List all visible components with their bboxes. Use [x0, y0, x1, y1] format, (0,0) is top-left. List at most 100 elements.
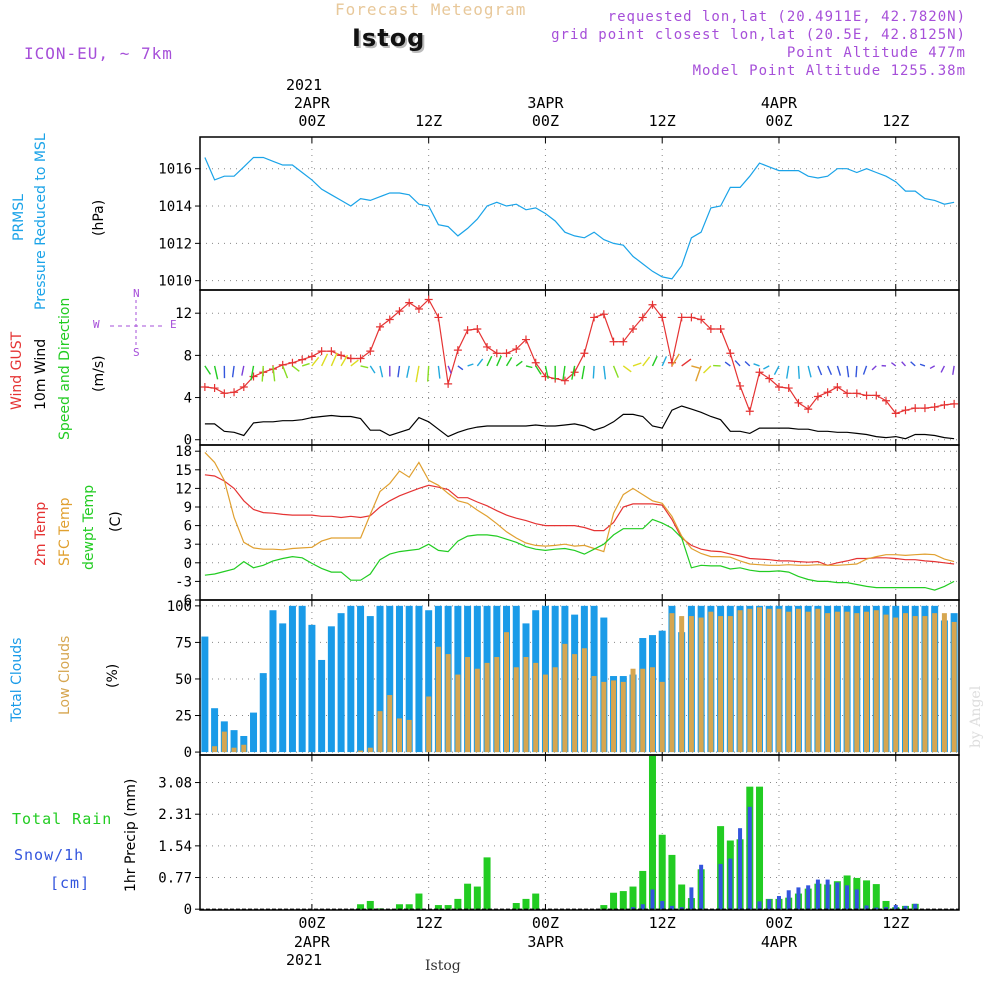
rain-bar: [464, 883, 472, 910]
y-tick-label: 0: [184, 556, 192, 572]
bottom-date-label: 2APR: [293, 933, 330, 951]
snow-bar: [806, 885, 811, 910]
wind-arrow: [369, 365, 376, 374]
requested-coords: requested lon,lat (20.4911E, 42.7820N): [607, 9, 966, 25]
wind-arrow: [826, 365, 833, 376]
total-clouds-bar: [376, 605, 384, 753]
wind-arrow: [562, 365, 566, 380]
bottom-hour-label: 00Z: [298, 914, 326, 932]
snow-bar: [660, 900, 665, 910]
pressure-unit: (hPa): [91, 199, 107, 236]
low-clouds-bar: [776, 608, 782, 753]
rain-bar: [532, 893, 540, 910]
gust-point-marker: [901, 406, 910, 415]
wind-arrow: [817, 365, 823, 376]
gust-point-marker: [230, 388, 239, 397]
wind-gust-label: Wind GUST: [9, 331, 25, 410]
snow-bar: [884, 907, 889, 910]
wind-arrow: [340, 354, 349, 367]
low-clouds-bar: [552, 667, 558, 753]
gust-point-marker: [765, 374, 774, 383]
rain-bar: [678, 884, 686, 910]
gust-point-marker: [405, 298, 414, 307]
y-tick-label: 0.77: [158, 871, 192, 887]
gust-point-marker: [745, 407, 754, 416]
wind-arrow: [397, 365, 401, 378]
wind-arrow: [836, 365, 842, 376]
gust-point-marker: [512, 345, 521, 354]
snow-bar: [747, 806, 752, 910]
gust-point-marker: [337, 351, 346, 360]
wind-arrow: [447, 365, 452, 374]
wind-unit: (m/s): [91, 355, 107, 392]
gust-point-marker: [249, 372, 258, 381]
wind-arrow: [261, 365, 264, 382]
low-clouds-bar: [747, 608, 753, 753]
wind-arrow: [525, 365, 533, 369]
y-tick-label: 6: [184, 519, 192, 535]
gust-point-marker: [823, 388, 832, 397]
gust-point-marker: [911, 404, 920, 413]
low-clouds-bar: [649, 667, 655, 753]
low-clouds-bar: [523, 657, 529, 753]
compass-e: E: [170, 318, 177, 331]
y-tick-label: 12: [175, 481, 192, 497]
wind-arrow: [360, 365, 369, 369]
low-clouds-bar: [572, 654, 578, 753]
total-clouds-bar: [259, 673, 267, 753]
panel-frame: [199, 754, 960, 911]
wind-arrow: [603, 365, 607, 380]
low-clouds-bar: [727, 616, 733, 753]
rain-bar: [454, 898, 462, 910]
precip-snow-unit: [cm]: [50, 874, 91, 892]
wind-arrow: [871, 365, 877, 371]
gust-point-marker: [570, 368, 579, 377]
compass-s: S: [133, 346, 140, 359]
gust-point-marker: [940, 400, 949, 409]
snow-bar: [738, 828, 743, 910]
wind-arrow: [321, 353, 329, 367]
wind-arrow: [535, 365, 542, 375]
top-date-label: 3APR: [527, 94, 564, 112]
rain-bar: [600, 905, 608, 910]
snow-bar: [718, 863, 723, 910]
wind-arrow: [929, 365, 936, 370]
gust-point-marker: [590, 313, 599, 322]
gust-point-marker: [609, 337, 618, 346]
rain-bar: [357, 904, 365, 910]
low-clouds-bar: [688, 616, 694, 753]
wind-speed-dir-label: Speed and Direction: [57, 297, 73, 440]
low-clouds-bar: [864, 611, 870, 753]
low-clouds-bar: [902, 613, 908, 753]
low-clouds-bar: [504, 632, 510, 753]
snow-bar: [776, 896, 781, 910]
clouds-low-label: Low Clouds: [57, 635, 73, 715]
total-clouds-bar: [298, 605, 306, 753]
wind-arrow: [330, 352, 338, 367]
panel-frame: [199, 289, 960, 446]
gust-point-marker: [366, 347, 375, 356]
low-clouds-bar: [844, 611, 850, 753]
low-clouds-bar: [893, 617, 899, 753]
low-clouds-bar: [659, 681, 665, 753]
gust-point-marker: [346, 354, 355, 363]
wind-arrow: [204, 365, 212, 375]
top-hour-label: 00Z: [531, 112, 559, 130]
snow-bar: [893, 905, 898, 910]
gust-point-marker: [492, 349, 501, 358]
total-clouds-bar: [405, 605, 413, 753]
y-tick-label: 15: [175, 463, 192, 479]
rain-bar: [863, 880, 871, 910]
rain-bar: [434, 905, 442, 910]
y-tick-label: 1016: [158, 162, 192, 178]
y-tick-label: 9: [184, 500, 192, 516]
wind-arrow: [272, 365, 276, 382]
gust-point-marker: [658, 313, 667, 322]
gust-point-marker: [395, 307, 404, 316]
temp-sfc-series-line: [204, 451, 955, 566]
low-clouds-bar: [455, 674, 461, 753]
total-clouds-bar: [201, 636, 209, 753]
total-clouds-bar: [347, 605, 355, 753]
bottom-hour-label: 12Z: [882, 914, 910, 932]
